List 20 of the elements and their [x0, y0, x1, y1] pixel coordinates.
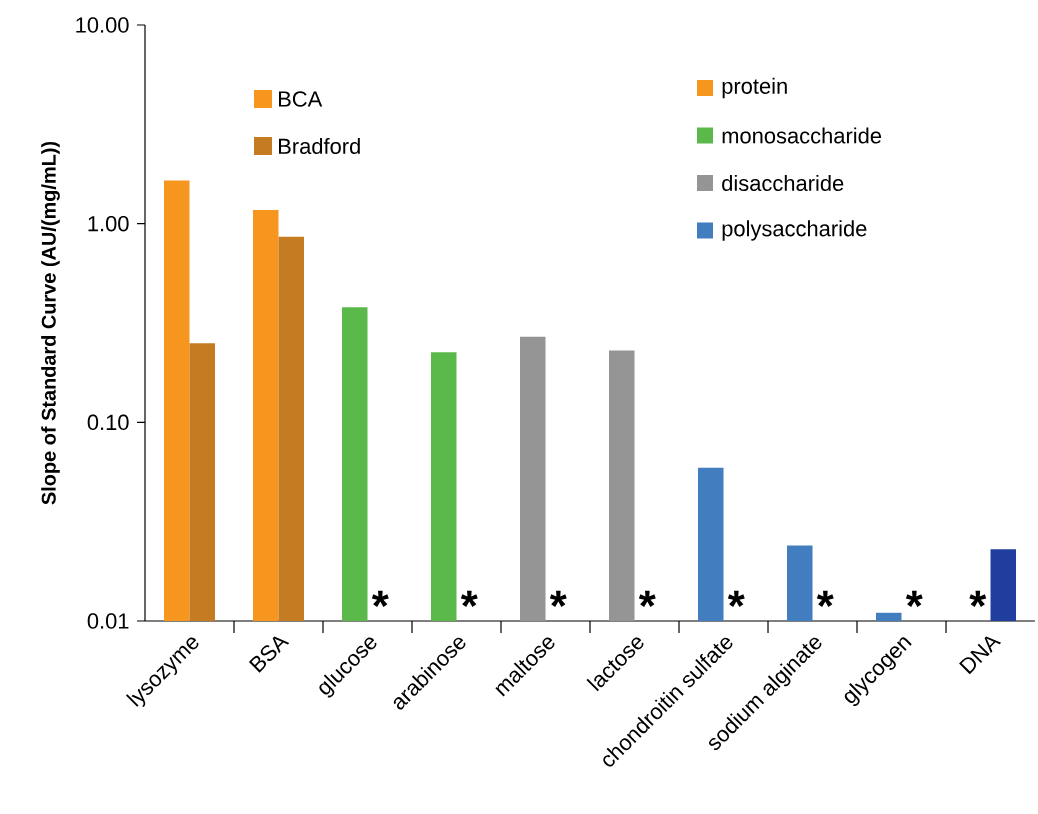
x-tick-label: BSA	[248, 636, 290, 673]
legend-label: Bradford	[279, 137, 360, 155]
text: *	[816, 590, 834, 607]
text: *	[727, 590, 745, 607]
annotation: polysaccharide	[722, 220, 867, 241]
text: *	[905, 590, 923, 607]
legend-label: BCA	[279, 91, 323, 107]
text: *	[549, 590, 567, 607]
text: *	[371, 590, 389, 607]
annotation: protein	[722, 77, 787, 99]
y-axis-title: Slope of Standard Curve (AU/(mg/mL))	[41, 141, 60, 505]
y-tick-label: 1.00	[88, 215, 129, 232]
y-tick-label: 0.01	[87, 613, 129, 629]
y-tick-label: 10.00	[76, 17, 129, 33]
annotation: monosaccharide	[722, 127, 882, 144]
text: *	[460, 590, 478, 607]
y-tick-label: 0.10	[87, 414, 129, 431]
text: *	[969, 590, 987, 607]
annotation: disaccharide	[722, 174, 844, 192]
text: *	[638, 590, 656, 607]
